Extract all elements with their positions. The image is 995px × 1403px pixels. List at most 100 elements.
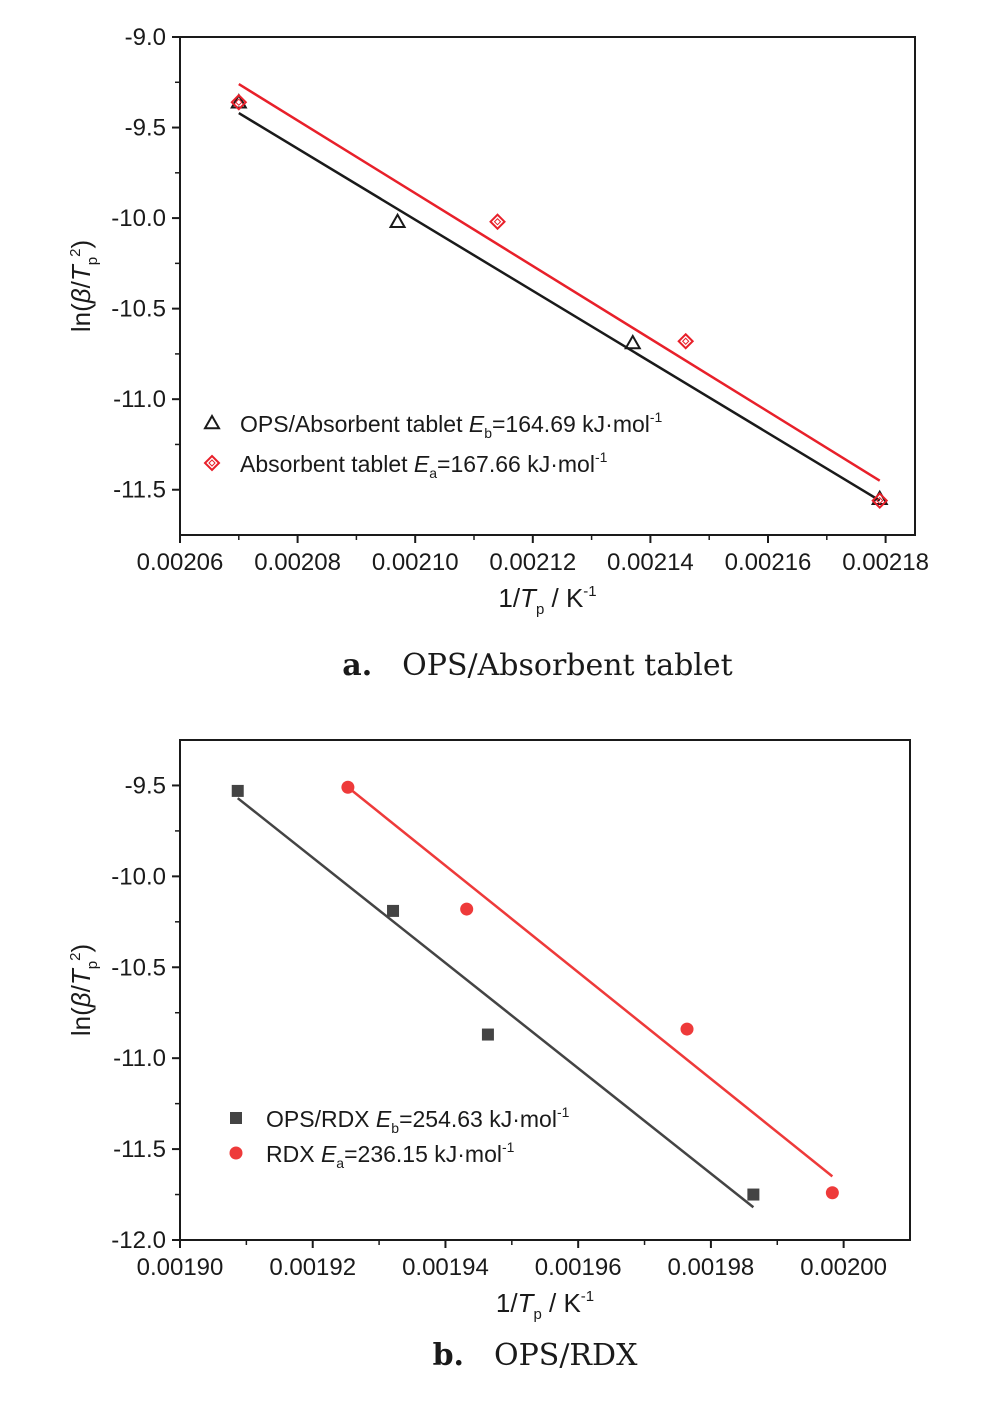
x-tick-label: 0.00214	[607, 549, 694, 576]
label-part: OPS/RDX	[266, 1106, 376, 1132]
label-part: )	[66, 240, 96, 249]
label-part: )	[66, 944, 96, 953]
caption-letter: b.	[433, 1338, 464, 1373]
y-tick-label: -9.5	[125, 115, 166, 142]
y-tick-label: -11.5	[113, 1136, 166, 1163]
figure-caption: a. OPS/Absorbent tablet	[342, 648, 732, 683]
label-part: =254.63 kJ·mol	[399, 1106, 557, 1132]
label-part: p	[84, 961, 101, 969]
label-part: b	[391, 1120, 399, 1136]
x-tick-label: 0.00208	[254, 549, 341, 576]
data-point	[624, 334, 642, 350]
data-point-inner	[493, 218, 502, 226]
x-tick-label: 0.00198	[668, 1254, 755, 1281]
label-part: p	[84, 257, 101, 265]
legend-marker	[230, 1112, 242, 1124]
y-tick-label: -12.0	[111, 1227, 166, 1254]
y-tick-label: -10.5	[111, 296, 166, 323]
data-point	[747, 1188, 760, 1201]
label-part: -1	[650, 409, 663, 425]
legend-marker	[229, 1146, 243, 1160]
y-tick-label: -9.5	[125, 772, 166, 799]
x-tick-label: 0.00210	[372, 549, 459, 576]
data-point	[481, 1028, 494, 1041]
plot-frame	[179, 739, 911, 1241]
figure-caption: b. OPS/RDX	[433, 1338, 639, 1373]
legend-label: OPS/Absorbent tablet Eb=164.69 kJ·mol-1	[240, 409, 663, 441]
label-part: 2	[67, 249, 84, 257]
label-part: -1	[595, 449, 608, 465]
y-tick-label: -11.5	[113, 477, 166, 504]
data-point	[825, 1186, 839, 1200]
label-part: b	[484, 425, 492, 441]
label-part: / K	[542, 1288, 582, 1318]
label-part: =164.69 kJ·mol	[492, 411, 650, 437]
label-part: ln(	[66, 303, 96, 332]
y-axis-label: ln(β/Tp2)	[66, 240, 101, 332]
caption-text: OPS/Absorbent tablet	[402, 648, 733, 683]
y-tick-label: -10.0	[111, 863, 166, 890]
data-point	[489, 213, 506, 231]
data-point	[341, 780, 355, 794]
data-point	[680, 1022, 694, 1036]
label-part: E	[469, 411, 485, 437]
data-point	[230, 93, 248, 111]
x-tick-label: 0.00194	[402, 1254, 489, 1281]
series-2: Absorbent tablet Ea=167.66 kJ·mol-1	[203, 83, 889, 510]
label-part: E	[321, 1141, 337, 1167]
data-point-inner	[681, 337, 690, 345]
label-part: E	[414, 451, 430, 477]
data-point-inner	[876, 496, 884, 505]
y-tick-label: -11.0	[113, 1045, 166, 1072]
y-tick-label: -9.0	[125, 24, 166, 51]
x-tick-label: 0.00218	[842, 549, 929, 576]
label-part: OPS/Absorbent tablet	[240, 411, 469, 437]
label-part: -1	[583, 583, 596, 600]
label-part: =236.15 kJ·mol	[344, 1141, 502, 1167]
label-part: /	[66, 280, 96, 288]
label-part: /	[66, 984, 96, 992]
label-part: T	[66, 263, 96, 281]
data-point	[460, 902, 474, 916]
data-point	[230, 93, 248, 109]
fit-line	[347, 786, 834, 1178]
legend-marker-inner	[208, 459, 216, 467]
data-point-inner	[235, 98, 243, 106]
label-part: β	[66, 288, 96, 304]
label-part: T	[518, 1288, 536, 1318]
fit-line	[238, 111, 881, 502]
x-tick-label: 0.00200	[800, 1254, 887, 1281]
label-part: 2	[67, 953, 84, 961]
y-tick-label: -10.5	[111, 954, 166, 981]
label-part: =167.66 kJ·mol	[437, 451, 595, 477]
legend-label: RDX Ea=236.15 kJ·mol-1	[266, 1139, 515, 1171]
x-axis-label: 1/Tp / K-1	[498, 583, 596, 618]
data-point	[677, 332, 695, 350]
x-tick-label: 0.00190	[137, 1254, 224, 1281]
label-part: RDX	[266, 1141, 321, 1167]
x-tick-label: 0.00192	[269, 1254, 356, 1281]
series-1: OPS/RDX Eb=254.63 kJ·mol-1	[230, 784, 760, 1209]
fit-line	[238, 83, 881, 482]
caption-text: OPS/RDX	[494, 1338, 638, 1373]
caption-letter: a.	[342, 648, 372, 683]
label-part: -1	[557, 1104, 570, 1120]
data-point	[388, 212, 407, 228]
legend-label: Absorbent tablet Ea=167.66 kJ·mol-1	[240, 449, 608, 481]
label-part: 1/	[496, 1288, 518, 1318]
label-part	[372, 648, 402, 683]
legend-marker	[203, 454, 221, 472]
series-1: OPS/Absorbent tablet Eb=164.69 kJ·mol-1	[203, 93, 889, 506]
x-tick-label: 0.00216	[725, 549, 812, 576]
data-point	[387, 904, 400, 917]
y-axis-label: ln(β/Tp2)	[66, 944, 101, 1036]
label-part: E	[376, 1106, 392, 1132]
y-tick-label: -11.0	[113, 386, 166, 413]
plot-frame	[179, 36, 916, 536]
data-point	[871, 492, 889, 510]
label-part: a	[336, 1155, 344, 1171]
label-part: p	[533, 1306, 541, 1323]
label-part: / K	[544, 583, 584, 613]
x-tick-label: 0.00196	[535, 1254, 622, 1281]
